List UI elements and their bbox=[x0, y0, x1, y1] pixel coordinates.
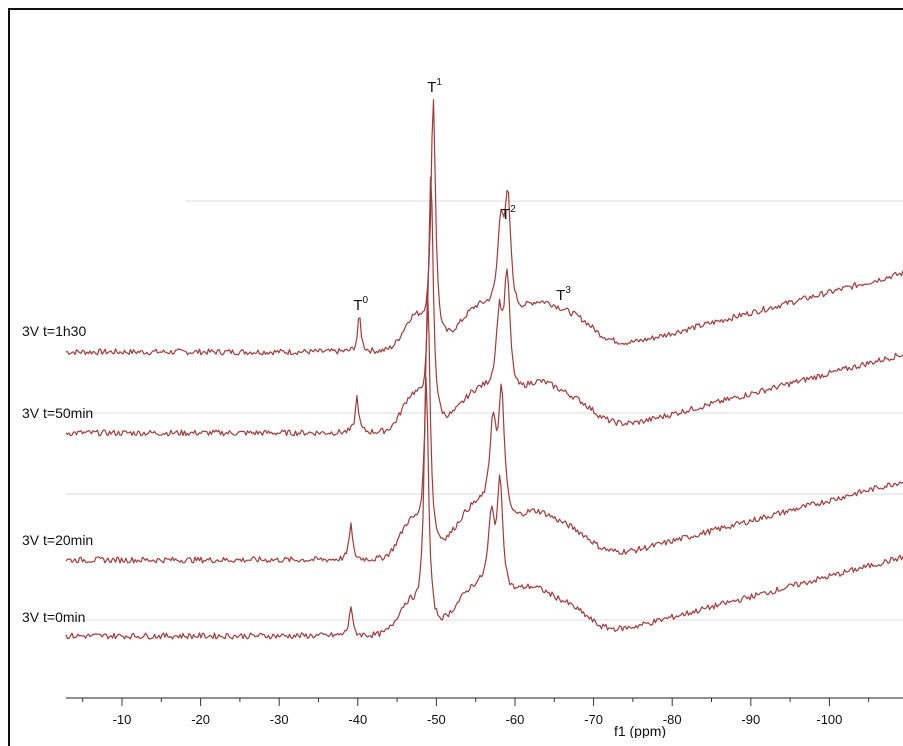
series-label: 3V t=0min bbox=[22, 609, 85, 625]
x-tick-label: -60 bbox=[506, 712, 525, 727]
x-axis-title: f1 (ppm) bbox=[614, 723, 666, 738]
x-tick-label: -70 bbox=[584, 712, 603, 727]
spectrum-trace bbox=[65, 99, 903, 356]
peak-label: T0 bbox=[353, 295, 368, 314]
x-axis-ticks: -10 -20 -30 -40 -50 -60 -70 -80 -90 -100 bbox=[82, 698, 870, 727]
series-labels: 3V t=1h30 3V t=50min 3V t=20min 3V t=0min bbox=[22, 323, 93, 625]
baseline-guides bbox=[66, 200, 903, 621]
x-tick-label: -40 bbox=[348, 712, 367, 727]
x-axis: -10 -20 -30 -40 -50 -60 -70 -80 -90 -100 f1 (ppm) bbox=[66, 697, 903, 738]
x-tick-label: -90 bbox=[741, 712, 760, 727]
series-label: 3V t=50min bbox=[22, 405, 93, 421]
x-tick-label: -50 bbox=[427, 712, 446, 727]
spectrum-trace bbox=[65, 176, 903, 437]
x-tick-label: -10 bbox=[113, 712, 132, 727]
spectrum-traces bbox=[65, 99, 903, 640]
spectrum-trace bbox=[65, 377, 903, 640]
peak-label: T3 bbox=[556, 285, 571, 304]
peak-label: T1 bbox=[427, 77, 442, 96]
x-tick-label: -20 bbox=[191, 712, 210, 727]
peak-annotations: T0 T1 T2 T3 bbox=[353, 77, 571, 314]
series-label: 3V t=1h30 bbox=[22, 323, 86, 339]
series-label: 3V t=20min bbox=[22, 532, 93, 548]
spectrum-trace bbox=[65, 288, 903, 564]
chart-frame bbox=[8, 8, 903, 746]
peak-label: T2 bbox=[501, 204, 516, 223]
x-tick-label: -100 bbox=[816, 712, 842, 727]
x-tick-label: -80 bbox=[663, 712, 682, 727]
x-tick-label: -30 bbox=[270, 712, 289, 727]
